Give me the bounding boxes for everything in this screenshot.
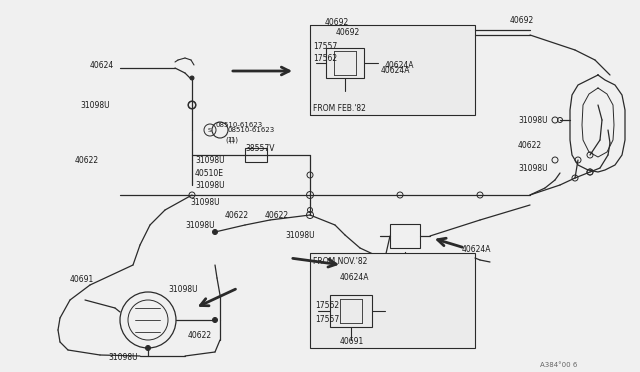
Text: S: S [208,128,212,132]
Text: 40624: 40624 [90,61,115,70]
Text: 31098U: 31098U [195,155,225,164]
Bar [330,295,372,327]
Text: FROM NOV.'82: FROM NOV.'82 [313,257,367,266]
Text: 40624A: 40624A [385,61,415,70]
Text: 31098U: 31098U [168,285,198,295]
Circle shape [212,230,218,234]
Bar [245,148,267,162]
Circle shape [190,76,194,80]
Text: 40624A: 40624A [462,246,492,254]
Text: 17557: 17557 [313,42,337,51]
Text: 31098U: 31098U [108,353,138,362]
Bar [326,48,364,78]
Text: 40510E: 40510E [195,169,224,177]
Text: 40624A: 40624A [340,273,369,282]
Text: 40692: 40692 [325,17,349,26]
Text: 17557: 17557 [315,315,339,324]
Text: 31098U: 31098U [518,164,548,173]
Text: 17562: 17562 [315,301,339,310]
Text: (1): (1) [225,137,235,143]
Text: 40622: 40622 [225,211,249,219]
Text: 08510-61623: 08510-61623 [215,122,262,128]
Text: A384°00 6: A384°00 6 [540,362,577,368]
Text: 17562: 17562 [313,54,337,62]
Text: 40622: 40622 [188,330,212,340]
Bar [310,25,475,115]
Bar [390,224,420,248]
Text: (1): (1) [228,137,238,143]
Text: 40692: 40692 [510,16,534,25]
Text: 31098U: 31098U [285,231,315,240]
Text: 40692: 40692 [336,28,360,36]
Circle shape [212,317,218,323]
Text: 40624A: 40624A [381,65,410,74]
Text: 40691: 40691 [340,337,364,346]
Bar [310,253,475,348]
Text: 31098U: 31098U [80,100,109,109]
Text: 40691: 40691 [70,276,94,285]
Text: 38557V: 38557V [245,144,275,153]
Text: 31098U: 31098U [185,221,214,230]
Text: 40622: 40622 [518,141,542,150]
Text: FROM FEB.'82: FROM FEB.'82 [313,103,366,112]
Text: 31098U: 31098U [190,198,220,206]
Circle shape [145,346,150,350]
Text: 08510-61623: 08510-61623 [228,127,275,133]
Text: 40622: 40622 [75,155,99,164]
Text: 31098U: 31098U [195,180,225,189]
Text: 40622: 40622 [265,211,289,219]
Text: 31098U: 31098U [518,115,548,125]
